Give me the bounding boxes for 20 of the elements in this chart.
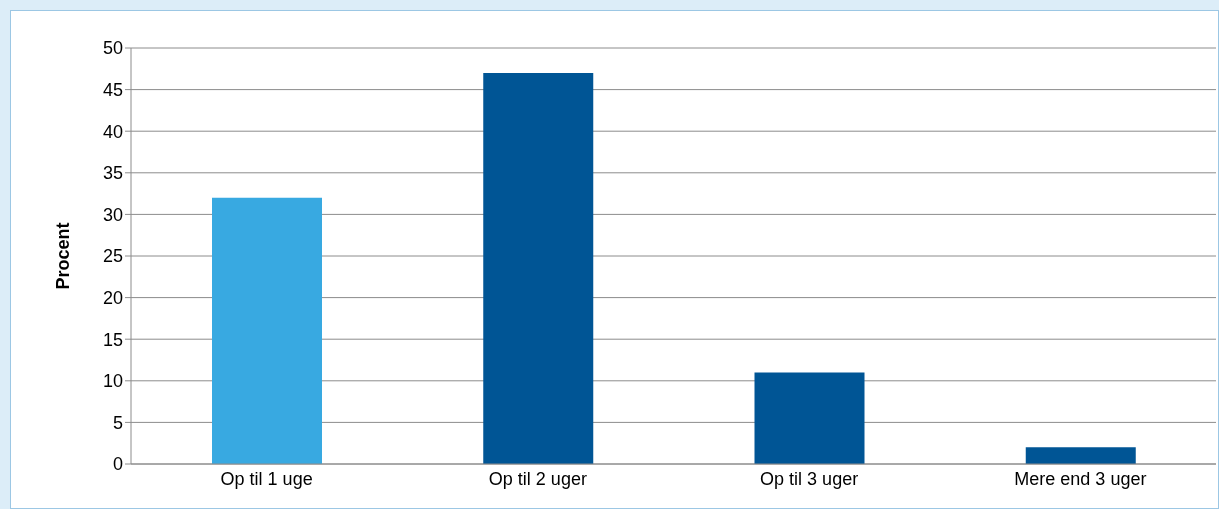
bar [754,372,865,464]
y-tick-label: 5 [112,412,123,433]
y-tick-label: 40 [102,121,123,142]
x-tick-label: Op til 2 uger [488,468,587,489]
y-tick-label: 0 [112,454,123,475]
bar [1025,447,1136,464]
y-tick-label: 45 [102,79,123,100]
bar [212,197,322,464]
y-tick-label: 10 [102,371,123,392]
y-tick-label: 20 [102,287,123,308]
y-axis-title: Procent [53,222,74,290]
y-tick-label: 30 [102,204,123,225]
x-tick-label: Mere end 3 uger [1014,468,1147,489]
bar [483,72,594,464]
y-tick-label: 35 [102,163,123,184]
y-tick-label: 15 [102,329,123,350]
y-tick-label: 25 [102,246,123,267]
x-tick-label: Op til 1 uge [220,468,313,489]
x-tick-label: Op til 3 uger [760,468,859,489]
y-tick-label: 50 [102,38,123,59]
